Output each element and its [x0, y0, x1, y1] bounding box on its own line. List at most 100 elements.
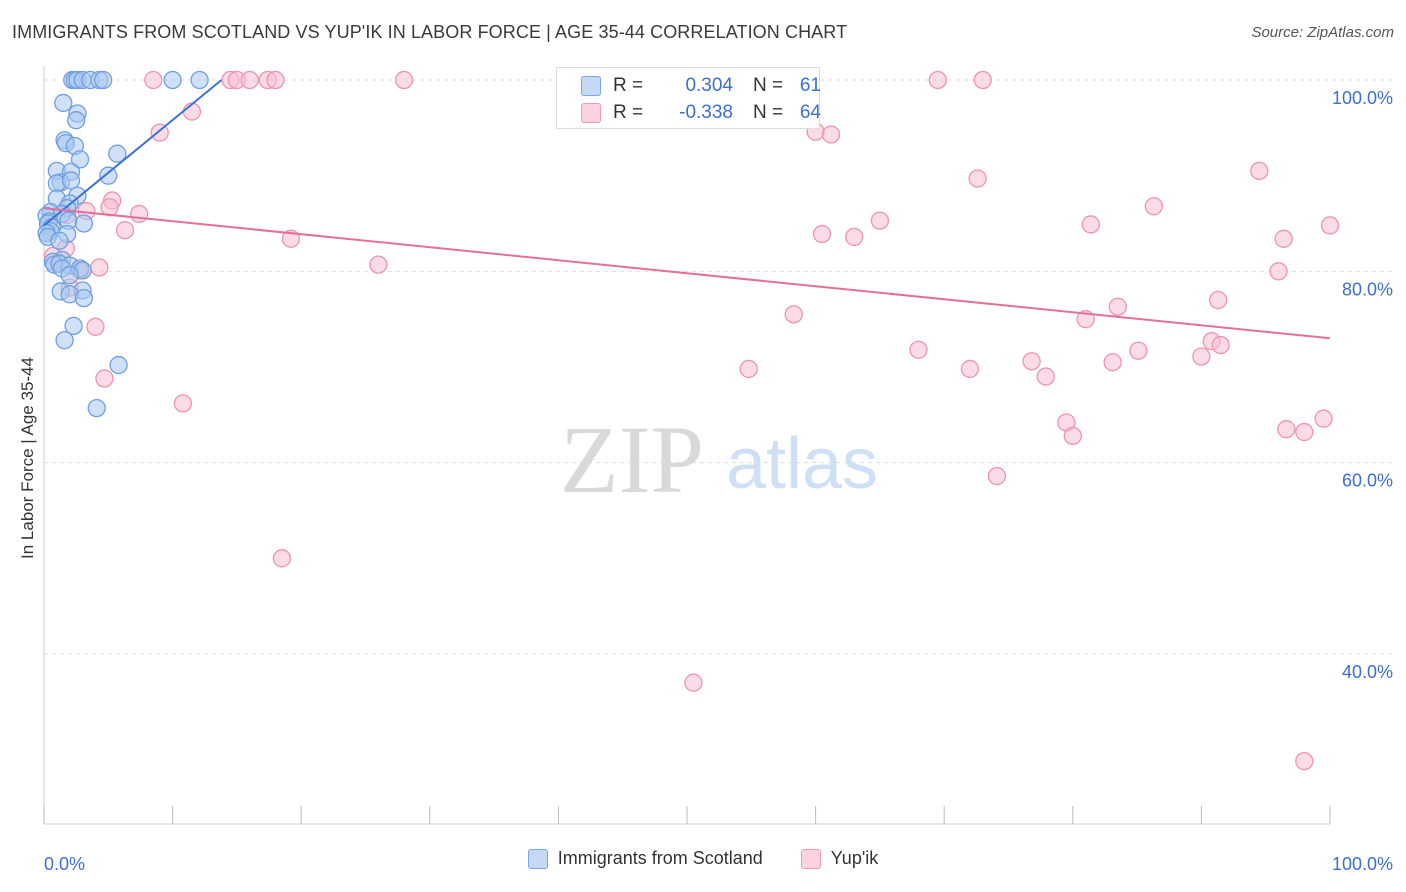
yupik-point [394, 70, 414, 90]
scotland-point [99, 166, 118, 185]
yupik-swatch [581, 103, 601, 123]
n-label: N = [753, 75, 784, 96]
yupik-point [1022, 352, 1041, 371]
yupik-point [1192, 347, 1211, 366]
yupik-point [100, 198, 119, 217]
scotland-point [74, 214, 94, 233]
scotland-point [87, 398, 106, 418]
grid-lines [44, 79, 1392, 655]
scotland-point [163, 70, 182, 90]
y-tick-label: 100.0% [1332, 88, 1393, 108]
legend-swatch-scotland [527, 848, 548, 869]
scotland-point [109, 355, 128, 375]
scotland-swatch [581, 76, 601, 96]
yupik-point [95, 369, 114, 388]
yupik-point [1314, 409, 1333, 428]
yupik-point [1208, 290, 1228, 310]
yupik-point [1108, 297, 1127, 316]
yupik-point [821, 125, 841, 144]
yupik-point [1277, 420, 1296, 439]
legend-item-scotland[interactable]: Immigrants from Scotland [527, 848, 763, 869]
x-tick-label: 0.0% [44, 854, 85, 874]
watermark-atlas: atlas [726, 424, 878, 504]
r-value: 0.304 [685, 75, 733, 96]
scotland-point [54, 93, 73, 113]
yupik-point [272, 549, 292, 568]
yupik-point [1295, 422, 1314, 442]
stats-row-yupik: R = -0.338 N = 64 [581, 100, 821, 126]
chart-title: IMMIGRANTS FROM SCOTLAND VS YUP'IK IN LA… [12, 22, 848, 42]
scotland-point [70, 150, 90, 169]
yupik-point [1081, 215, 1100, 234]
yupik-point [240, 70, 259, 90]
trend-lines [43, 79, 1331, 340]
legend-swatch-yupik [800, 848, 821, 869]
scotland-point [67, 111, 86, 130]
scotland-point [61, 171, 81, 190]
y-tick-label: 80.0% [1342, 279, 1393, 299]
yupik-point [266, 70, 285, 90]
yupik-point [909, 340, 928, 359]
yupik-point [973, 70, 992, 90]
watermark: ZIP atlas [560, 406, 878, 513]
yupik-point [968, 169, 987, 188]
scotland-trend-line [43, 79, 223, 227]
n-value: 61 [799, 75, 821, 96]
stats-box: R = 0.304 N = 61 R = -0.338 N = 64 [556, 67, 821, 129]
scotland-point [50, 231, 69, 250]
n-label: N = [753, 102, 784, 123]
scotland-point [64, 316, 83, 336]
yupik-point [1103, 353, 1122, 372]
scotland-points [37, 70, 209, 418]
legend: Immigrants from Scotland Yup'ik [0, 848, 1406, 869]
scotland-point [74, 288, 94, 308]
yupik-point [928, 70, 947, 90]
yupik-point [845, 227, 864, 247]
yupik-point [987, 466, 1007, 486]
yupik-point [173, 394, 193, 413]
yupik-point [960, 359, 980, 379]
scotland-point [190, 70, 209, 90]
yupik-point [812, 224, 832, 244]
scotland-point [94, 70, 113, 90]
yupik-point [1129, 341, 1148, 360]
yupik-point [1250, 161, 1269, 181]
yupik-point [90, 258, 109, 277]
n-value: 64 [799, 102, 821, 123]
tick-labels: 100.0% 80.0% 60.0% 40.0% 0.0% 100.0% [44, 88, 1393, 874]
scotland-point [60, 266, 79, 285]
scotland-point [55, 331, 74, 350]
yupik-point [1144, 197, 1163, 216]
yupik-point [144, 70, 163, 90]
source-label: Source: ZipAtlas.com [1251, 24, 1394, 41]
yupik-point [1320, 216, 1340, 235]
yupik-point [784, 305, 803, 324]
yupik-point [1036, 367, 1055, 386]
scotland-point [108, 144, 127, 163]
legend-label-yupik: Yup'ik [830, 848, 879, 868]
yupik-point [684, 673, 703, 692]
yupik-point [1063, 426, 1082, 446]
legend-item-yupik[interactable]: Yup'ik [800, 848, 879, 869]
yupik-point [86, 317, 105, 336]
r-label: R = [613, 75, 644, 96]
yupik-point [1269, 262, 1288, 281]
y-tick-label: 60.0% [1342, 471, 1393, 491]
yupik-point [870, 211, 890, 230]
yupik-point [115, 221, 135, 240]
yupik-point [1295, 751, 1314, 771]
legend-label-scotland: Immigrants from Scotland [557, 848, 763, 868]
stats-row-scotland: R = 0.304 N = 61 [581, 73, 821, 99]
yupik-trend-line [43, 207, 1331, 340]
x-tick-label: 100.0% [1332, 854, 1393, 874]
axes [43, 66, 1331, 825]
yupik-point [130, 204, 149, 224]
r-label: R = [613, 102, 644, 123]
yupik-point [1211, 335, 1230, 355]
yupik-point [1274, 229, 1293, 248]
watermark-zip: ZIP [560, 406, 704, 513]
yupik-point [739, 359, 758, 379]
yupik-point [182, 102, 202, 121]
y-tick-label: 40.0% [1342, 662, 1393, 682]
